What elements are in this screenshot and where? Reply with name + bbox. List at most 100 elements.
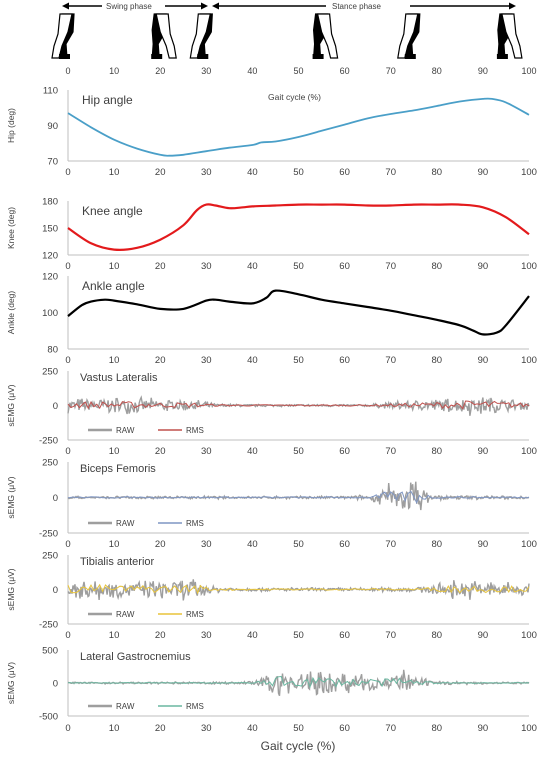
x-tick-label: 100 [521,539,537,550]
y-tick-label: 180 [42,197,58,208]
header-x-tick-label: 0 [65,66,70,76]
x-tick-label: 60 [339,261,350,272]
x-tick-label: 30 [201,630,212,641]
y-tick-label: -250 [39,436,58,447]
y-tick-label: 100 [42,308,58,319]
header-x-tick-label: 70 [386,66,396,76]
x-tick-label: 60 [339,446,350,457]
x-tick-label: 10 [109,630,120,641]
y-tick-label: 90 [47,121,58,132]
walking-figure-leg [155,13,177,59]
x-tick-label: 50 [293,167,304,178]
x-tick-label: 80 [432,539,443,550]
x-tick-label: 60 [339,539,350,550]
chart-legend: RAW RMS [88,426,204,435]
x-tick-label: 70 [385,446,396,457]
chart-legend: RAW RMS [88,702,204,711]
chart-legend: RAW RMS [88,519,204,528]
walking-figure-foot [496,54,508,59]
x-tick-label: 20 [155,723,166,734]
walking-figure-foot [59,54,70,59]
x-tick-label: 100 [521,630,537,641]
walking-figure-icon [496,13,523,59]
stance-arrowhead-left [212,2,219,10]
y-axis-label: sEMG (μV) [6,568,16,610]
legend-raw-label: RAW [116,426,135,435]
x-tick-label: 30 [201,261,212,272]
x-tick-label: 40 [247,261,258,272]
chart-title: Knee angle [82,204,143,218]
chart-title: Lateral Gastrocnemius [80,651,191,663]
chart-title: Biceps Femoris [80,463,156,475]
x-tick-label: 60 [339,355,350,366]
header-x-tick-label: 10 [109,66,119,76]
y-tick-label: -250 [39,620,58,631]
x-tick-label: 0 [65,167,70,178]
y-tick-label: -500 [39,712,58,723]
header-x-tick-label: 60 [340,66,350,76]
x-tick-label: 0 [65,355,70,366]
raw-emg-series [67,481,530,511]
series-line [67,203,530,251]
x-tick-label: 10 [109,355,120,366]
x-tick-label: 50 [293,539,304,550]
x-tick-label: 20 [155,539,166,550]
legend-rms-label: RMS [186,519,204,528]
swing-arrowhead-right [201,2,208,10]
chart-panel: 120 150 180 0 10 20 30 40 50 60 70 80 90 100 Knee (deg… [6,197,537,273]
x-tick-label: 70 [385,261,396,272]
x-tick-label: 90 [478,630,489,641]
y-axis-label: Knee (deg) [6,207,16,249]
rms-emg-series [68,675,530,689]
x-tick-label: 80 [432,167,443,178]
walking-figure-foot [312,54,324,59]
x-tick-label: 50 [293,723,304,734]
x-tick-label: 30 [201,355,212,366]
x-tick-label: 90 [478,539,489,550]
x-tick-label: 30 [201,167,212,178]
x-tick-label: 0 [65,539,70,550]
x-tick-label: 20 [155,261,166,272]
legend-rms-label: RMS [186,426,204,435]
y-tick-label: 150 [42,224,58,235]
y-tick-label: -250 [39,529,58,540]
rms-emg-series [67,583,530,595]
x-tick-label: 50 [293,355,304,366]
header-x-tick-label: 50 [293,66,303,76]
x-tick-label: 90 [478,261,489,272]
walking-figure-icon [312,13,339,59]
x-axis-title: Gait cycle (%) [261,739,336,753]
y-tick-label: 250 [42,551,58,562]
x-tick-label: 0 [65,723,70,734]
x-tick-label: 80 [432,355,443,366]
x-tick-label: 50 [293,630,304,641]
x-tick-label: 100 [521,167,537,178]
y-tick-label: 250 [42,458,58,469]
y-axis-label: sEMG (μV) [6,662,16,704]
x-tick-label: 90 [478,446,489,457]
x-tick-label: 20 [155,355,166,366]
x-tick-label: 60 [339,167,350,178]
x-tick-label: 70 [385,167,396,178]
y-tick-label: 0 [53,493,58,504]
series-line [67,97,530,157]
chart-panel: 80 100 120 0 10 20 30 40 50 60 70 80 90 100 Ankle (deg… [6,272,537,367]
x-tick-label: 50 [293,446,304,457]
x-tick-label: 60 [339,630,350,641]
walking-figure-foot [197,54,209,59]
y-tick-label: 0 [53,401,58,412]
x-tick-label: 100 [521,723,537,734]
header-x-tick-label: 100 [521,66,536,76]
x-tick-label: 30 [201,723,212,734]
y-axis-label: sEMG (μV) [6,476,16,518]
x-tick-label: 40 [247,167,258,178]
x-tick-label: 50 [293,261,304,272]
swing-arrowhead-left [62,2,69,10]
walking-figure-icon [189,13,213,59]
walking-figure-leg [397,13,419,59]
walking-figure-leg [316,13,339,59]
y-tick-label: 120 [42,251,58,262]
x-tick-label: 0 [65,261,70,272]
hip-gait-cycle-label: Gait cycle (%) [268,92,321,102]
